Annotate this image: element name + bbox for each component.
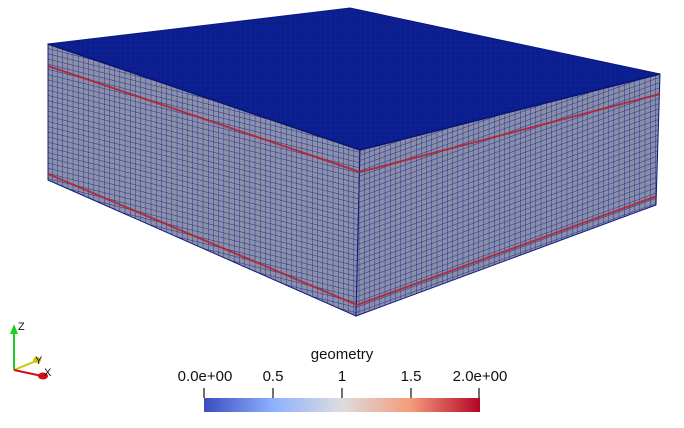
y-axis-arrow xyxy=(33,357,41,363)
orientation-axes: Z Y X xyxy=(10,321,52,380)
z-axis-label: Z xyxy=(18,321,25,333)
mesh-block[interactable] xyxy=(47,7,661,317)
colorbar-tick-label: 1 xyxy=(337,368,347,385)
x-axis-label: X xyxy=(44,367,52,379)
highlight-layer-bottom-left xyxy=(47,173,358,306)
highlight-layer-top-right xyxy=(359,93,661,173)
colorbar-tick-label: 0.0e+00 xyxy=(177,368,233,385)
colorbar xyxy=(203,388,480,412)
colorbar-tick-label: 0.5 xyxy=(262,368,284,385)
colorbar-gradient xyxy=(204,398,480,412)
x-axis-line xyxy=(13,369,43,377)
y-axis-label: Y xyxy=(35,355,43,367)
y-axis-line xyxy=(13,360,37,371)
highlight-layer-top-left xyxy=(47,65,361,173)
z-axis-arrow xyxy=(10,324,18,334)
colorbar-title: geometry xyxy=(310,346,374,363)
colorbar-tick-label: 2.0e+00 xyxy=(452,368,508,385)
x-axis-arrow xyxy=(38,372,48,380)
highlight-layer-bottom-right xyxy=(356,195,658,306)
colorbar-tick-label: 1.5 xyxy=(400,368,422,385)
